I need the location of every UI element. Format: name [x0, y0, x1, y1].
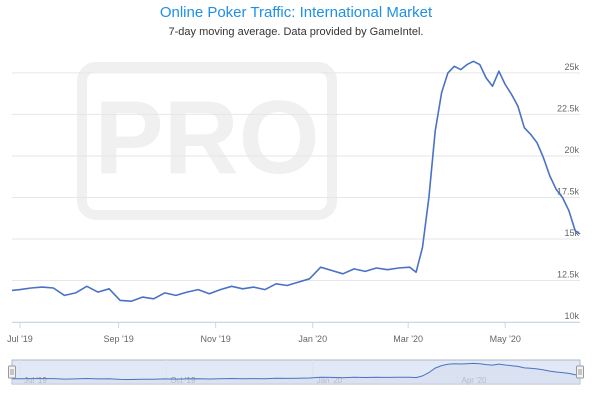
y-tick-label: 25k	[564, 62, 579, 72]
navigator-line	[11, 362, 581, 381]
chart-subtitle: 7-day moving average. Data provided by G…	[169, 26, 424, 38]
x-axis: Jul '19 Sep '19 Nov '19 Jan '20 Mar '20 May '…	[7, 322, 580, 344]
y-tick-label: 15k	[564, 228, 579, 238]
y-tick-label: 10k	[564, 311, 579, 321]
navigator-handle-body[interactable]	[8, 365, 16, 379]
x-tick-label: Mar '20	[393, 334, 423, 344]
x-tick-label: Jan '20	[298, 334, 327, 344]
navigator-handle-left[interactable]	[8, 365, 16, 379]
y-tick-label: 17.5k	[557, 186, 580, 196]
navigator-handle-body[interactable]	[576, 365, 584, 379]
series-line	[11, 60, 581, 302]
y-tick-label: 12.5k	[557, 269, 580, 279]
navigator-handle-right[interactable]	[576, 365, 584, 379]
x-tick-label: Jul '19	[7, 334, 33, 344]
y-tick-label: 20k	[564, 145, 579, 155]
y-tick-label: 22.5k	[557, 103, 580, 113]
watermark-text: PRO	[94, 80, 319, 196]
series-layer	[11, 60, 581, 302]
navigator-area	[12, 363, 580, 384]
chart-title: Online Poker Traffic: International Mark…	[160, 4, 433, 21]
x-tick-label: May '20	[490, 334, 521, 344]
x-tick-label: Sep '19	[103, 334, 133, 344]
y-axis: 10k 12.5k 15k 17.5k 20k 22.5k 25k	[557, 62, 580, 321]
watermark-box	[77, 62, 337, 220]
x-tick-label: Nov '19	[201, 334, 231, 344]
